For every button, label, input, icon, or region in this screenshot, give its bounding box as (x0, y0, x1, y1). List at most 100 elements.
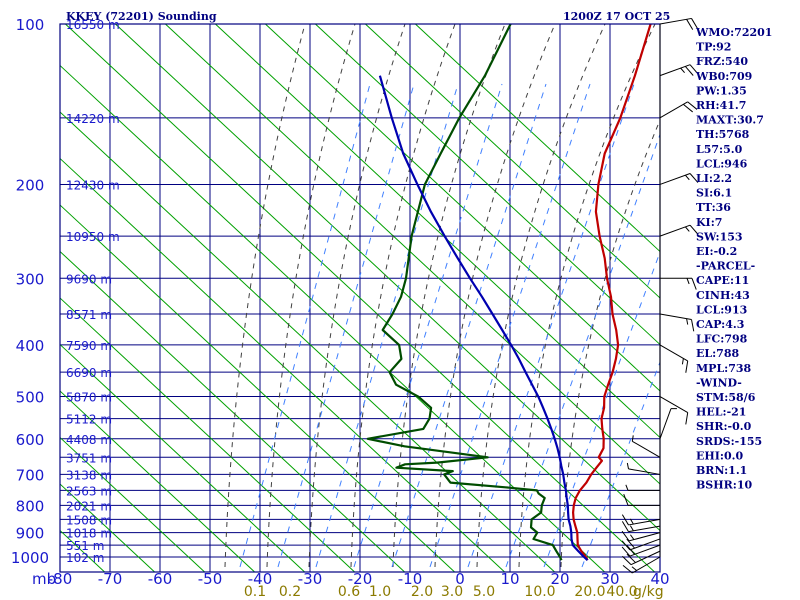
wind-barb-feather (629, 525, 634, 532)
index-value: EL:788 (696, 347, 739, 360)
dry-adiabat (0, 19, 10, 577)
wind-barb-feather (689, 64, 699, 75)
index-value: RH:41.7 (696, 99, 746, 112)
wind-barb-feather (621, 546, 631, 557)
mixing-ratio-line (505, 133, 660, 568)
index-value: EHI:0.0 (696, 449, 743, 462)
dry-adiabat (60, 64, 606, 572)
temperature-tick-label: -20 (348, 570, 373, 588)
wind-barb-feather (691, 278, 697, 290)
wind-barb-feather (630, 534, 635, 540)
height-label: 16550 m (66, 18, 120, 32)
index-value: EI:-0.2 (696, 245, 737, 258)
wind-barb-feather (686, 278, 690, 285)
wind-barb-feather (626, 538, 636, 549)
height-label: 551 m (66, 539, 104, 553)
wind-barb-shaft (628, 532, 661, 542)
wind-barb-feather (631, 566, 637, 571)
dry-adiabat (364, 24, 660, 299)
wind-barb-feather (684, 66, 694, 76)
index-value: KI:7 (696, 216, 722, 229)
temperature-tick-label: -10 (398, 570, 423, 588)
wind-barb-shaft (628, 518, 661, 526)
temperature-tick-label: 40 (650, 570, 669, 588)
mixing-ratio-line (315, 83, 459, 568)
height-label: 102 m (66, 551, 104, 565)
pressure-tick-label: 500 (16, 389, 45, 407)
pressure-tick-label: 900 (16, 525, 45, 543)
wind-barb-feather (684, 226, 690, 232)
index-value: HEL:-21 (696, 406, 746, 419)
wind-barb-feather (689, 173, 699, 183)
mixing-ratio-label: 0.6 (338, 584, 360, 600)
dry-adiabat (60, 157, 506, 572)
wind-barb-feather (683, 103, 693, 113)
profile-traces (366, 24, 652, 562)
dry-adiabat (60, 343, 306, 572)
height-label: 14220 m (66, 112, 120, 126)
pressure-tick-label: 600 (16, 431, 45, 449)
mixing-ratio-line (581, 360, 660, 568)
dry-adiabat (64, 24, 656, 572)
wind-barb-feather (685, 412, 689, 425)
chart-time: 1200Z 17 OCT 25 (563, 10, 670, 23)
wind-barb-feather (691, 319, 695, 332)
height-label: 3138 m (66, 468, 112, 482)
index-value: LFC:798 (696, 333, 748, 346)
height-label: 6690 m (66, 366, 112, 380)
mixing-ratio-label: 3.0 (441, 584, 463, 600)
wind-barb-feather (686, 318, 689, 325)
wind-barb-feather (681, 358, 684, 365)
wind-barb-feather (623, 493, 629, 506)
height-label: 7590 m (66, 339, 112, 353)
wind-barb-shaft (659, 313, 692, 321)
mixing-ratio-label: 40.0 (606, 584, 637, 600)
dry-adiabat (214, 24, 660, 439)
wind-barb-shaft (659, 64, 691, 77)
wind-barb-shaft (659, 408, 672, 439)
wind-barb-feather (622, 565, 633, 574)
wind-barb-feather (621, 521, 629, 532)
wind-barb-shaft (659, 224, 691, 237)
index-value: WMO:72201 (695, 26, 772, 39)
mixing-ratio-line (353, 83, 503, 568)
index-value: TP:92 (696, 41, 731, 54)
height-label: 12430 m (66, 178, 120, 192)
wind-barb-shaft (659, 173, 691, 185)
wind-barb-feather (621, 540, 631, 551)
wind-barb-shaft (628, 525, 661, 533)
temperature-tick-label: -30 (298, 570, 323, 588)
index-value: WB0:709 (695, 70, 752, 83)
height-label: 5870 m (66, 391, 112, 405)
index-value: -PARCEL- (696, 260, 755, 273)
mixing-ratio-line (391, 83, 547, 568)
dry-adiabat (264, 24, 660, 392)
dry-adiabat (60, 390, 256, 572)
dry-adiabat (414, 24, 660, 253)
index-value: FRZ:540 (696, 55, 748, 68)
index-value: TT:36 (696, 201, 731, 214)
pressure-tick-label: 1000 (11, 549, 49, 567)
temperature-tick-label: -50 (198, 570, 223, 588)
mixing-ratio-label: 0.2 (279, 584, 301, 600)
index-value: LCL:913 (696, 303, 747, 316)
wind-barb-shaft (630, 550, 661, 566)
index-value: LCL:946 (696, 157, 748, 170)
height-label: 2021 m (66, 499, 112, 513)
moist-adiabat (560, 119, 660, 568)
index-value: SI:6.1 (696, 187, 732, 200)
wind-barb-shaft (659, 396, 688, 413)
dry-adiabat (60, 204, 456, 572)
mixing-ratio-line (543, 250, 660, 568)
wind-barb-shaft (632, 556, 661, 574)
index-value: -WIND- (696, 376, 742, 389)
index-value: CAP:4.3 (696, 318, 744, 331)
height-label: 2563 m (66, 484, 112, 498)
temperature-tick-label: 10 (500, 570, 519, 588)
index-value: CAPE:11 (696, 274, 749, 287)
mixing-ratio-label: 10.0 (524, 584, 555, 600)
mixing-ratio-label: 20.0 (574, 584, 605, 600)
moist-adiabat (476, 24, 606, 568)
